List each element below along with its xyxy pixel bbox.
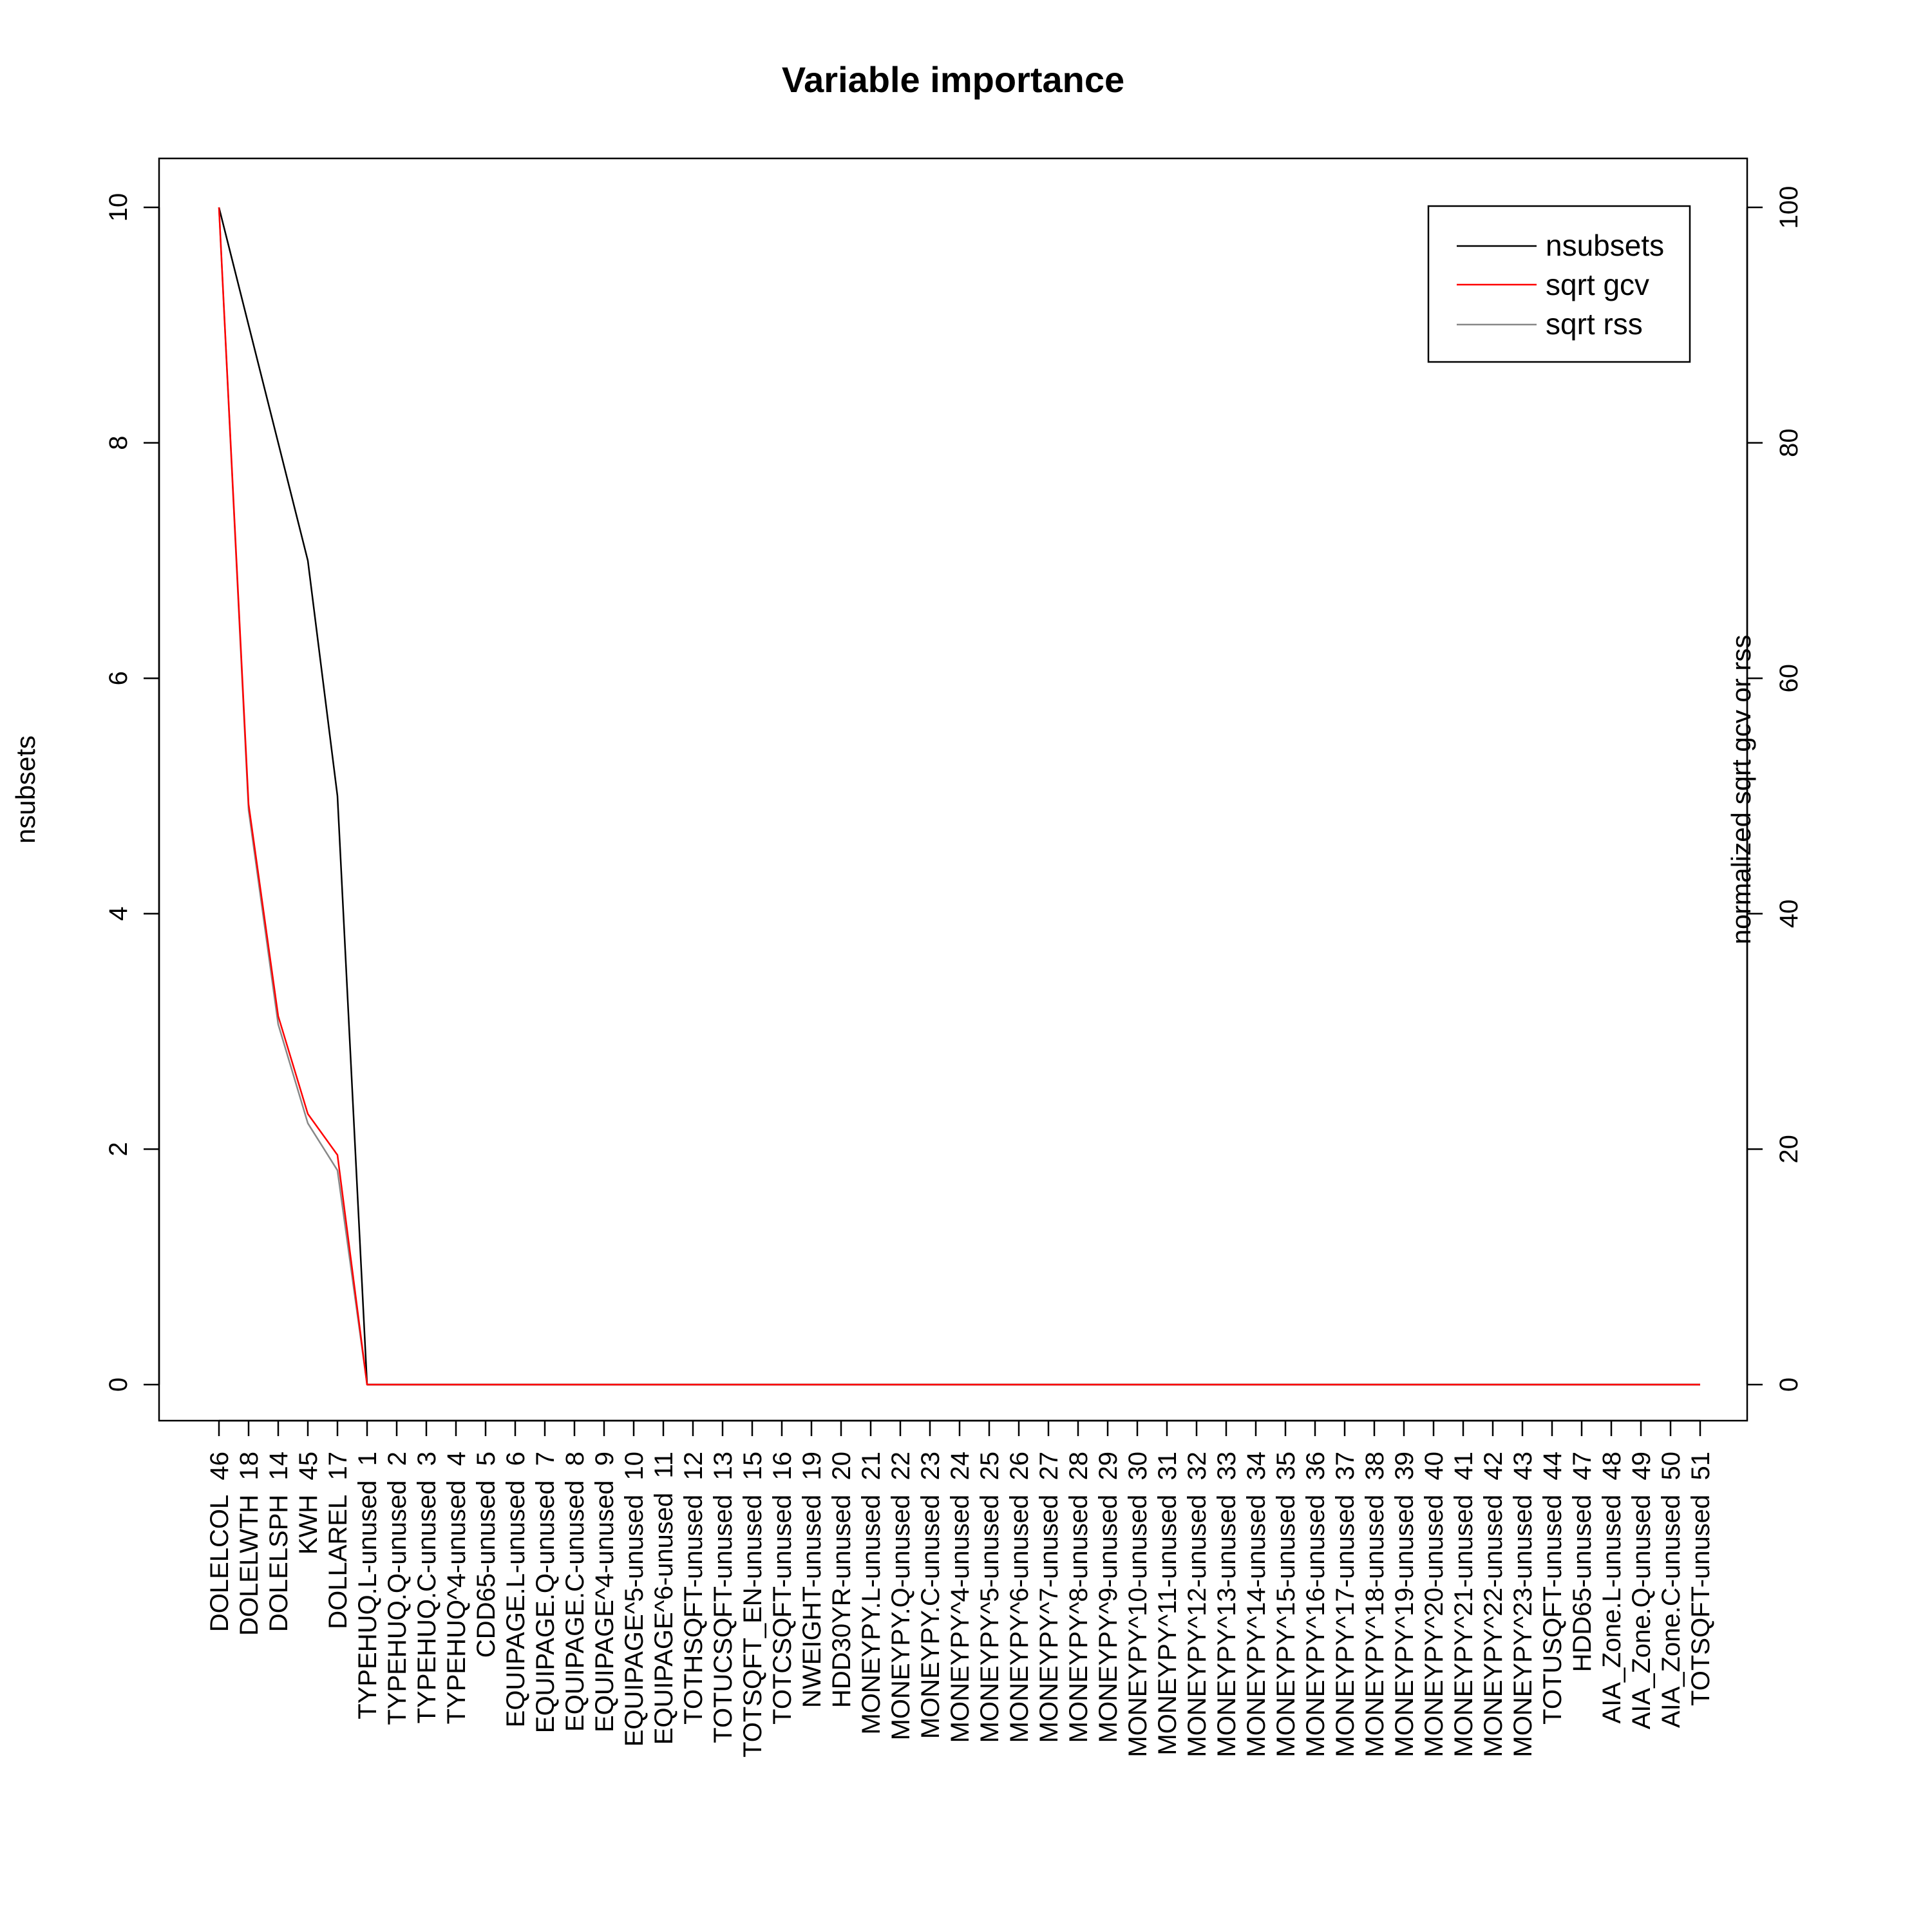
left-tick-label: 6 xyxy=(104,671,133,685)
x-tick-label: TYPEHUQ.C-unused 3 xyxy=(413,1452,441,1723)
x-tick-label: MONEYPY^23-unused 43 xyxy=(1509,1452,1537,1757)
x-tick-label: MONEYPY^8-unused 28 xyxy=(1065,1452,1093,1743)
left-tick-label: 2 xyxy=(104,1142,133,1156)
x-tick-label: TYPEHUQ^4-unused 4 xyxy=(442,1452,471,1724)
x-tick-label: TOTCSQFT-unused 16 xyxy=(768,1452,797,1725)
x-tick-label: MONEYPY^12-unused 32 xyxy=(1183,1452,1211,1757)
x-axis: DOLELCOL 46 DOLELWTH 18 DOLELSPH 14 KWH 45 D… xyxy=(205,1419,1715,1757)
right-tick-label: 20 xyxy=(1775,1135,1803,1164)
x-tick-label: TOTSQFT-unused 51 xyxy=(1687,1452,1715,1706)
x-tick-label: HDD30YR-unused 20 xyxy=(828,1452,856,1708)
x-tick-label: EQUIPAGE^6-unused 11 xyxy=(650,1452,678,1745)
x-tick-label: KWH 45 xyxy=(294,1452,323,1555)
x-tick-label: MONEYPY^13-unused 33 xyxy=(1213,1452,1241,1757)
x-tick-label: AIA_Zone.L-unused 48 xyxy=(1598,1452,1626,1724)
legend-label-sqrt-gcv: sqrt gcv xyxy=(1546,268,1649,301)
right-tick-label: 60 xyxy=(1775,664,1803,693)
x-tick-label: NWEIGHT-unused 19 xyxy=(798,1452,826,1708)
x-tick-label: MONEYPY^16-unused 36 xyxy=(1302,1452,1330,1757)
x-tick-label: EQUIPAGE.Q-unused 7 xyxy=(531,1452,560,1733)
x-tick-label: CDD65-unused 5 xyxy=(472,1452,500,1658)
x-tick-label: TYPEHUQ.L-unused 1 xyxy=(354,1452,382,1719)
left-tick-label: 4 xyxy=(104,907,133,921)
x-tick-label: MONEYPY^7-unused 27 xyxy=(1035,1452,1063,1743)
left-tick-label: 0 xyxy=(104,1378,133,1392)
x-tick-label: DOLELSPH 14 xyxy=(265,1452,293,1632)
x-tick-label: DOLELWTH 18 xyxy=(235,1452,263,1636)
chart-title: Variable importance xyxy=(782,59,1124,100)
x-tick-label: TYPEHUQ.Q-unused 2 xyxy=(383,1452,412,1725)
left-y-axis: 0 2 4 6 8 10 xyxy=(104,193,160,1392)
x-tick-label: EQUIPAGE^5-unused 10 xyxy=(620,1452,649,1747)
x-tick-label: HDD65-unused 47 xyxy=(1568,1452,1596,1672)
x-tick-label: MONEYPY^14-unused 34 xyxy=(1242,1452,1271,1757)
y-axis-title-left: nsubsets xyxy=(10,735,41,844)
x-tick-label: MONEYPY^20-unused 40 xyxy=(1420,1452,1448,1757)
x-tick-label: TOTHSQFT-unused 12 xyxy=(679,1452,708,1725)
x-tick-label: MONEYPY^18-unused 38 xyxy=(1361,1452,1389,1757)
x-tick-label: MONEYPY^19-unused 39 xyxy=(1390,1452,1419,1757)
x-tick-label: MONEYPY.L-unused 21 xyxy=(857,1452,886,1735)
x-tick-label: MONEYPY^5-unused 25 xyxy=(976,1452,1004,1743)
x-tick-label: TOTUCSQFT-unused 13 xyxy=(709,1452,737,1743)
x-tick-label: AIA_Zone.Q-unused 49 xyxy=(1627,1452,1656,1729)
x-tick-label: MONEYPY^11-unused 31 xyxy=(1153,1452,1182,1756)
x-tick-label: TOTUSQFT-unused 44 xyxy=(1539,1452,1567,1725)
x-tick-label: TOTSQFT_EN-unused 15 xyxy=(739,1452,767,1757)
x-tick-label: MONEYPY^22-unused 42 xyxy=(1479,1452,1508,1757)
right-tick-label: 80 xyxy=(1775,428,1803,457)
x-tick-label: MONEYPY.Q-unused 22 xyxy=(887,1452,915,1740)
x-tick-label: MONEYPY^21-unused 41 xyxy=(1450,1452,1478,1757)
series-line-sqrt-rss xyxy=(218,207,1700,1386)
legend: nsubsets sqrt gcv sqrt rss xyxy=(1427,205,1691,363)
x-tick-label: DOLELCOL 46 xyxy=(205,1452,234,1632)
legend-label-sqrt-rss: sqrt rss xyxy=(1546,307,1643,341)
legend-label-nsubsets: nsubsets xyxy=(1546,229,1664,262)
x-tick-label: MONEYPY^9-unused 29 xyxy=(1094,1452,1122,1743)
series-line-sqrt-gcv xyxy=(218,207,1700,1386)
right-tick-label: 0 xyxy=(1775,1378,1803,1392)
right-y-axis: 0 20 40 60 80 100 xyxy=(1746,186,1803,1392)
x-tick-label: MONEYPY^6-unused 26 xyxy=(1005,1452,1034,1743)
y-axis-title-right: normalized sqrt gcv or rss xyxy=(1726,635,1756,945)
x-tick-label: EQUIPAGE.C-unused 8 xyxy=(561,1452,589,1732)
x-tick-label: MONEYPY^4-unused 24 xyxy=(946,1452,974,1743)
x-tick-label: EQUIPAGE^4-unused 9 xyxy=(591,1452,619,1732)
x-tick-label: MONEYPY.C-unused 23 xyxy=(916,1452,945,1739)
right-tick-label: 100 xyxy=(1775,186,1803,229)
left-tick-label: 10 xyxy=(104,193,133,222)
left-tick-label: 8 xyxy=(104,435,133,450)
series-line-nsubsets xyxy=(218,207,1700,1386)
x-tick-label: EQUIPAGE.L-unused 6 xyxy=(502,1452,530,1727)
x-tick-label: AIA_Zone.C-unused 50 xyxy=(1657,1452,1685,1728)
series-lines xyxy=(218,207,1700,1386)
x-tick-label: MONEYPY^15-unused 35 xyxy=(1272,1452,1300,1757)
x-tick-label: DOLLAREL 17 xyxy=(324,1452,352,1629)
x-tick-label: MONEYPY^17-unused 37 xyxy=(1331,1452,1359,1757)
right-tick-label: 40 xyxy=(1775,900,1803,929)
x-tick-label: MONEYPY^10-unused 30 xyxy=(1124,1452,1152,1757)
